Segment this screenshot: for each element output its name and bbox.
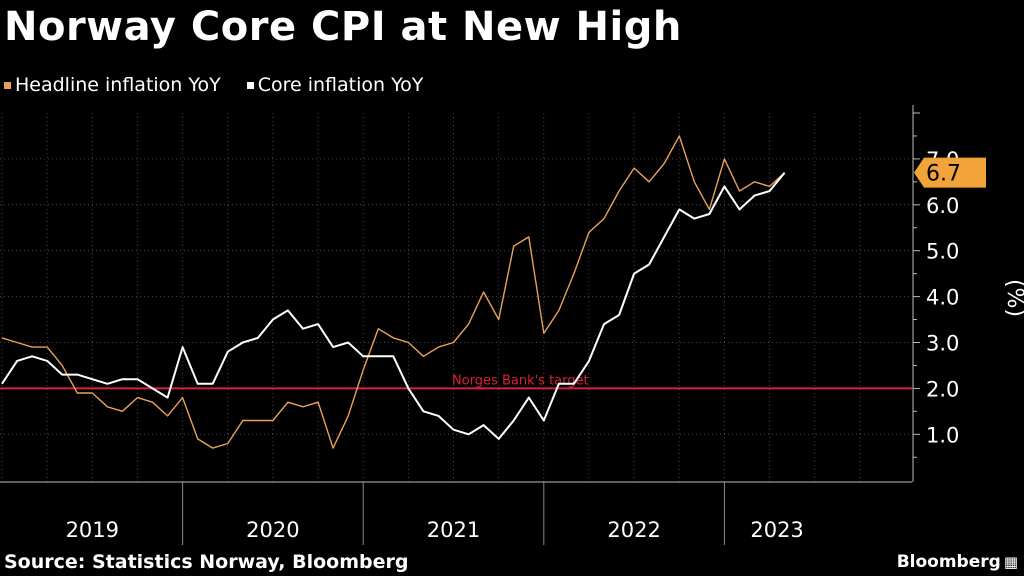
y-tick-label: 2.0 xyxy=(926,377,959,401)
grid-lines xyxy=(0,113,912,482)
chart-title: Norway Core CPI at New High xyxy=(4,4,682,50)
brand-logo: Bloomberg ▦ xyxy=(897,552,1018,572)
last-value-callout xyxy=(914,157,986,188)
x-tick-label-year: 2022 xyxy=(607,518,660,542)
y-tick-label: 6.0 xyxy=(926,194,959,218)
x-tick-label-year: 2019 xyxy=(66,518,119,542)
series-lines xyxy=(1,135,786,449)
legend-item-core: Core inflation YoY xyxy=(246,74,424,96)
legend-label-core: Core inflation YoY xyxy=(257,74,424,96)
legend-item-headline: Headline inflation YoY xyxy=(4,74,221,96)
legend-swatch-core xyxy=(246,81,254,89)
last-value-callout-label: 6.7 xyxy=(926,162,961,187)
legend-label-headline: Headline inflation YoY xyxy=(15,74,221,96)
y-tick-label: 3.0 xyxy=(926,332,959,356)
y-axis-unit-label: (%) xyxy=(1002,279,1024,317)
headline-inflation-line xyxy=(1,135,786,449)
legend-swatch-headline xyxy=(4,81,11,89)
legend: Headline inflation YoY Core inflation Yo… xyxy=(4,74,423,96)
x-tick-label-year: 2023 xyxy=(750,518,803,542)
y-tick-label: 5.0 xyxy=(926,240,959,264)
reference-line-group: Norges Bank's target xyxy=(0,373,912,390)
y-tick-label: 1.0 xyxy=(926,423,959,447)
bloomberg-terminal-icon: ▦ xyxy=(1003,553,1018,571)
y-tick-label: 4.0 xyxy=(926,286,959,310)
axis-labels: 1.02.03.04.05.06.07.0(%)2019202020212022… xyxy=(66,148,1024,542)
brand-name: Bloomberg xyxy=(896,552,1001,572)
x-tick-label-year: 2020 xyxy=(246,518,299,542)
source-note: Source: Statistics Norway, Bloomberg xyxy=(4,551,409,573)
axes xyxy=(0,105,920,545)
target-reference-label: Norges Bank's target xyxy=(452,373,589,388)
core-inflation-line xyxy=(1,172,786,440)
x-tick-label-year: 2021 xyxy=(427,518,480,542)
